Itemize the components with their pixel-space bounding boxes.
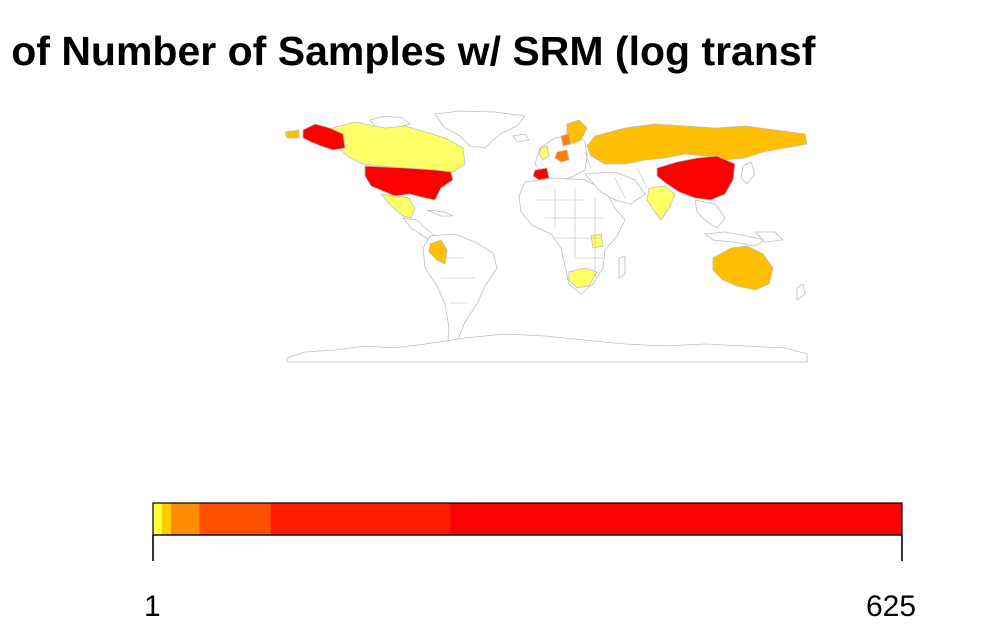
south-america-shape — [422, 233, 498, 353]
iceland-shape — [512, 133, 530, 143]
new-zealand-shape — [796, 283, 806, 301]
region-australia — [712, 245, 774, 291]
greenland-shape — [434, 110, 526, 149]
region-spain — [532, 167, 550, 181]
map-borders — [441, 151, 648, 304]
region-russia — [586, 123, 808, 165]
legend-segment-6 — [450, 503, 903, 535]
region-mexico — [380, 193, 416, 219]
madagascar-shape — [618, 255, 626, 279]
caribbean-shape — [426, 209, 454, 217]
legend-segment-4 — [199, 503, 272, 535]
region-germany — [554, 149, 570, 163]
indonesia-shape — [703, 231, 767, 247]
region-uk — [538, 145, 550, 161]
map-title: ap of Number of Samples w/ SRM (log tran… — [0, 28, 816, 74]
region-peru — [428, 239, 448, 265]
region-india — [646, 185, 676, 221]
region-alaska-tip — [285, 129, 300, 139]
region-alaska — [302, 123, 346, 151]
legend-bar — [153, 503, 903, 535]
region-china — [656, 155, 736, 201]
world-map — [285, 110, 808, 363]
new-guinea-shape — [754, 231, 784, 243]
legend-segment-3 — [170, 503, 200, 535]
antarctica-shape — [286, 333, 808, 363]
legend-segment-1 — [153, 503, 163, 535]
region-scandinavia-south — [560, 133, 572, 147]
color-legend — [152, 502, 903, 561]
region-south-africa — [568, 267, 598, 289]
region-canada — [324, 121, 466, 173]
southeast-asia-shape — [694, 199, 726, 229]
legend-segment-5 — [270, 503, 451, 535]
legend-max-label: 625 — [866, 590, 917, 623]
japan-shape — [740, 161, 756, 185]
legend-segment-2 — [161, 503, 172, 535]
middle-east-shape — [584, 171, 646, 205]
region-tanzania — [590, 233, 604, 249]
legend-min-label: 1 — [144, 590, 161, 623]
map-colored-regions — [285, 119, 808, 291]
region-united-states — [364, 165, 454, 201]
